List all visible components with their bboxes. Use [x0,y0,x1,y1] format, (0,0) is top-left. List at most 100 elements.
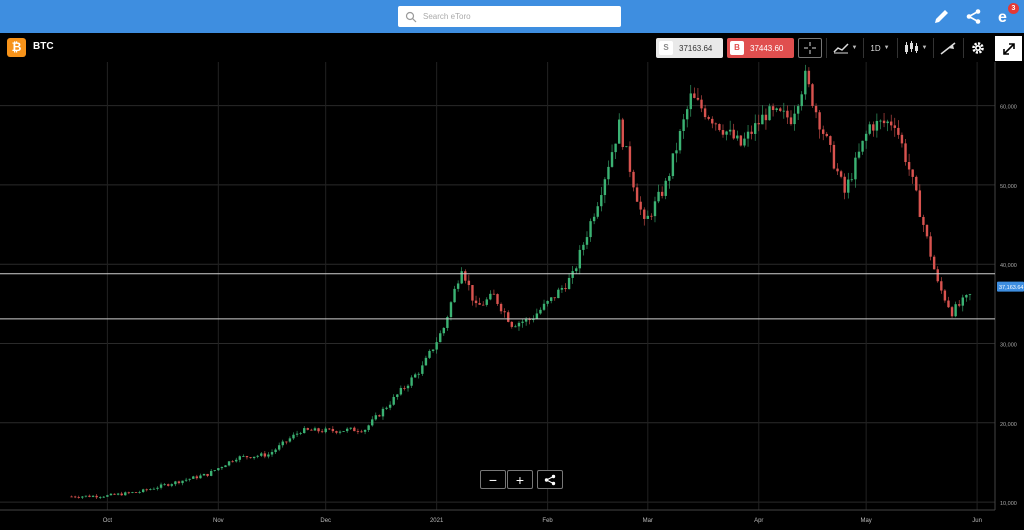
chart-share-button[interactable] [537,470,563,489]
sell-button[interactable]: S 37163.64 [656,38,723,58]
candle-body [603,179,607,196]
toolbar-divider [863,38,864,58]
candle-body [231,461,234,463]
candle-body [965,294,968,298]
settings-button[interactable] [966,38,990,58]
candle-body [585,237,589,245]
candle-body [857,151,861,158]
candle-body [141,489,145,493]
crosshair-icon [804,42,816,54]
candle-body [474,300,478,304]
x-tick-label: Feb [542,518,553,524]
candle-body [116,493,120,495]
candle-body [811,84,814,107]
candle-body [897,127,900,135]
candle-body [192,476,195,479]
candle-body [546,300,549,304]
candle-body [274,449,277,453]
candle-body [793,113,796,125]
candle-body [245,456,249,458]
candle-body [252,456,256,459]
candle-body [736,135,739,139]
buy-button[interactable]: B 37443.60 [727,38,794,58]
candle-body [947,300,950,308]
indicators-button[interactable]: ▼ [830,38,860,58]
candle-body [625,146,628,148]
share-icon [544,474,556,485]
candle-body [675,150,678,154]
x-tick-label: Jun [972,518,982,524]
candle-body [617,119,621,144]
candle-body [439,333,442,343]
candle-body [220,467,224,469]
candle-body [292,434,295,439]
current-price-label: 37,163.64 [999,285,1023,291]
candle-body [632,171,635,188]
candle-body [277,445,281,450]
candle-body [517,322,521,327]
candle-body [167,484,170,486]
candle-body [435,342,438,350]
candle-body [428,350,431,358]
candle-body [145,489,148,491]
drawing-tools-button[interactable] [936,38,960,58]
chevron-down-icon: ▼ [851,45,858,51]
y-tick-label: 60,000 [1000,105,1017,111]
candle-body [879,120,882,122]
candle-body [961,297,964,306]
candle-body [567,277,571,290]
candle-body [374,415,378,420]
search-input[interactable] [423,12,613,21]
candle-body [492,293,496,295]
candle-body [328,428,331,430]
crosshair-button[interactable] [798,38,822,58]
sell-tag: S [659,41,673,55]
candle-body [496,294,499,304]
candle-body [907,162,911,170]
buy-price: 37443.60 [750,43,784,53]
candle-body [700,99,703,109]
candle-body [850,179,854,181]
candle-body [804,70,807,95]
buy-tag: B [730,41,744,55]
candle-body [657,191,660,202]
candle-body [628,146,632,172]
candle-body [582,244,585,250]
candle-body [174,481,177,485]
period-selector[interactable]: 1D ▼ [866,38,894,58]
candlestick-chart[interactable]: 10,000 20,000 30,000 40,000 50,000 60,000 Oct N… [0,62,1024,530]
edit-button[interactable] [930,5,952,27]
candle-body [270,452,274,455]
notifications-button[interactable]: e 3 [994,3,1019,27]
candle-body [138,492,141,493]
zoom-out-button[interactable]: − [480,470,506,489]
candle-body [664,180,667,196]
candle-body [442,327,446,334]
candle-body [102,496,105,498]
candle-body [732,129,735,139]
candle-body [381,408,385,417]
price-chart[interactable]: 10,000 20,000 30,000 40,000 50,000 60,000 Oct N… [0,62,1024,530]
y-tick-label: 40,000 [1000,263,1017,269]
candle-body [839,171,843,177]
candle-body [392,396,395,405]
chart-type-button[interactable]: ▼ [900,38,930,58]
candle-body [932,256,936,270]
search-box[interactable] [398,6,621,27]
candle-body [775,108,778,111]
candle-body [728,129,732,132]
zoom-in-button[interactable]: + [507,470,533,489]
candle-body [209,470,213,476]
candle-body [453,288,456,303]
candle-body [847,179,850,193]
share-icon [966,8,980,24]
candle-body [385,407,388,409]
y-tick-label: 20,000 [1000,422,1017,428]
candle-body [485,299,488,305]
fullscreen-button[interactable] [995,36,1022,61]
candle-body [70,496,73,498]
candle-body [721,130,725,135]
candle-body [940,281,943,291]
candle-body [127,492,131,494]
share-button[interactable] [962,5,984,27]
